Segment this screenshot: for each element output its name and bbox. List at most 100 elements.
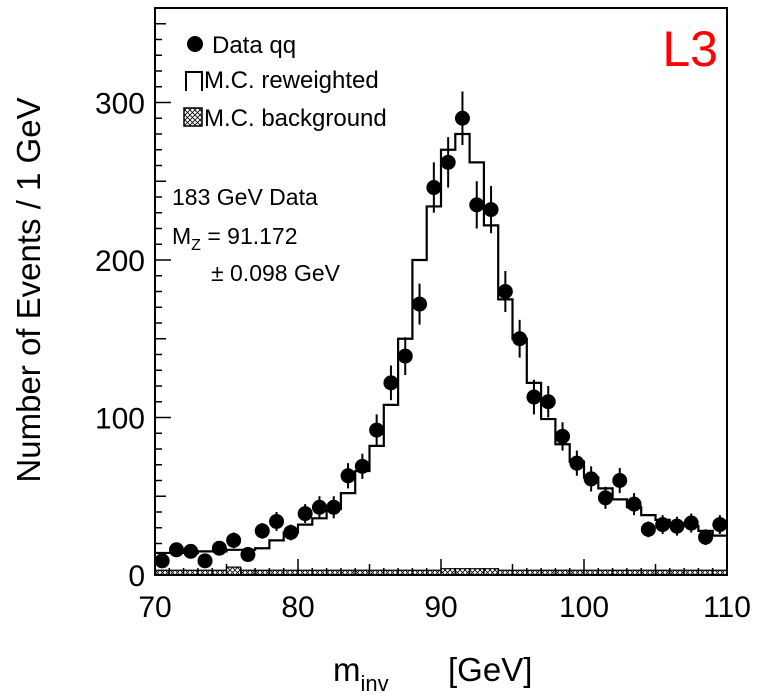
data-point — [226, 532, 242, 548]
background-bin — [398, 570, 413, 575]
fit-annotation: 183 GeV Data MZ = 91.172 ± 0.098 GeV — [172, 184, 341, 286]
background-bin — [169, 570, 184, 575]
legend-bg-label: M.C. background — [204, 105, 387, 132]
data-point — [712, 517, 728, 533]
mz-subscript: Z — [191, 237, 201, 254]
background-bin — [326, 570, 341, 575]
annotation-dataset: 183 GeV Data — [172, 184, 318, 210]
annotation-mz: MZ = 91.172 — [172, 223, 298, 254]
background-bin — [612, 570, 627, 575]
data-point — [240, 547, 256, 563]
background-bin — [412, 570, 427, 575]
data-point — [669, 518, 685, 534]
background-bin — [712, 570, 727, 575]
background-bin — [641, 570, 656, 575]
data-point — [211, 540, 227, 556]
data-point — [269, 513, 285, 529]
data-point — [183, 543, 199, 559]
data-point — [397, 348, 413, 364]
annotation-mz-error: ± 0.098 GeV — [211, 260, 341, 286]
background-bin — [526, 570, 542, 575]
background-bin — [383, 570, 399, 575]
data-point — [469, 197, 485, 213]
mz-value: = 91.172 — [201, 223, 298, 249]
data-point — [683, 515, 699, 531]
y-tick-label: 100 — [95, 403, 145, 436]
x-axis-subscript: inv — [361, 671, 389, 696]
data-point — [597, 490, 613, 506]
x-axis-title: minv [GeV] — [333, 651, 532, 696]
y-tick-label: 200 — [95, 245, 145, 278]
data-point — [454, 110, 470, 126]
x-axis-main: m — [333, 651, 361, 688]
background-bin — [269, 570, 284, 575]
data-point — [626, 496, 642, 512]
data-point — [283, 524, 299, 540]
data-point — [483, 202, 499, 218]
data-point — [369, 422, 385, 438]
background-bin — [469, 568, 484, 575]
background-bin — [240, 570, 256, 575]
background-bin — [340, 570, 356, 575]
background-bin — [312, 570, 327, 575]
background-bin — [626, 570, 642, 575]
data-point — [497, 284, 513, 299]
data-point — [311, 499, 327, 515]
y-tick-label: 0 — [128, 560, 145, 593]
background-bin — [698, 570, 713, 575]
background-bin — [498, 570, 513, 575]
background-bin — [483, 568, 499, 575]
background-bin — [426, 570, 441, 575]
data-point — [254, 523, 270, 539]
background-bin — [541, 570, 556, 575]
y-tick-label: 300 — [95, 88, 145, 121]
background-bin — [441, 568, 456, 575]
data-point — [698, 529, 714, 545]
x-tick-label: 80 — [281, 591, 314, 624]
legend-data-label: Data qq — [212, 32, 296, 59]
background-bin — [598, 570, 613, 575]
x-axis-unit: [GeV] — [448, 651, 532, 688]
background-bin — [283, 570, 298, 575]
background-bin — [298, 570, 313, 575]
data-point — [412, 296, 428, 312]
legend-mc-label: M.C. reweighted — [204, 67, 379, 94]
background-bin — [669, 570, 685, 575]
legend: Data qq M.C. reweighted M.C. background — [183, 32, 387, 132]
background-bin — [684, 570, 699, 575]
background-bin — [355, 570, 370, 575]
data-points-layer — [154, 91, 728, 569]
background-bin — [369, 570, 384, 575]
data-point — [526, 389, 542, 405]
background-bin — [212, 570, 227, 575]
data-point — [297, 506, 313, 522]
data-point — [383, 375, 399, 391]
data-point — [440, 154, 456, 170]
y-axis-title: Number of Events / 1 GeV — [10, 97, 47, 482]
background-bin — [555, 570, 570, 575]
legend-bg-marker — [183, 107, 203, 127]
data-point — [354, 458, 370, 474]
background-bin — [183, 570, 198, 575]
legend-mc-marker — [185, 71, 203, 91]
x-tick-label: 100 — [559, 591, 609, 624]
data-point — [197, 553, 213, 569]
data-point — [426, 180, 442, 196]
x-tick-label: 110 — [703, 591, 751, 624]
axes-layer: 70 80 90 100 110 0 100 200 300 — [95, 7, 751, 624]
x-tick-label: 70 — [138, 591, 171, 624]
background-bin — [197, 570, 213, 575]
data-point — [540, 394, 556, 410]
background-bin — [255, 570, 270, 575]
data-point — [655, 517, 671, 533]
data-point — [326, 499, 342, 515]
data-point — [569, 455, 585, 471]
data-point — [583, 471, 599, 487]
background-bin — [455, 568, 470, 575]
data-point — [168, 542, 184, 558]
data-point — [640, 521, 656, 537]
mz-symbol: M — [172, 223, 191, 249]
background-bin — [584, 570, 599, 575]
legend-data-marker — [187, 36, 203, 52]
